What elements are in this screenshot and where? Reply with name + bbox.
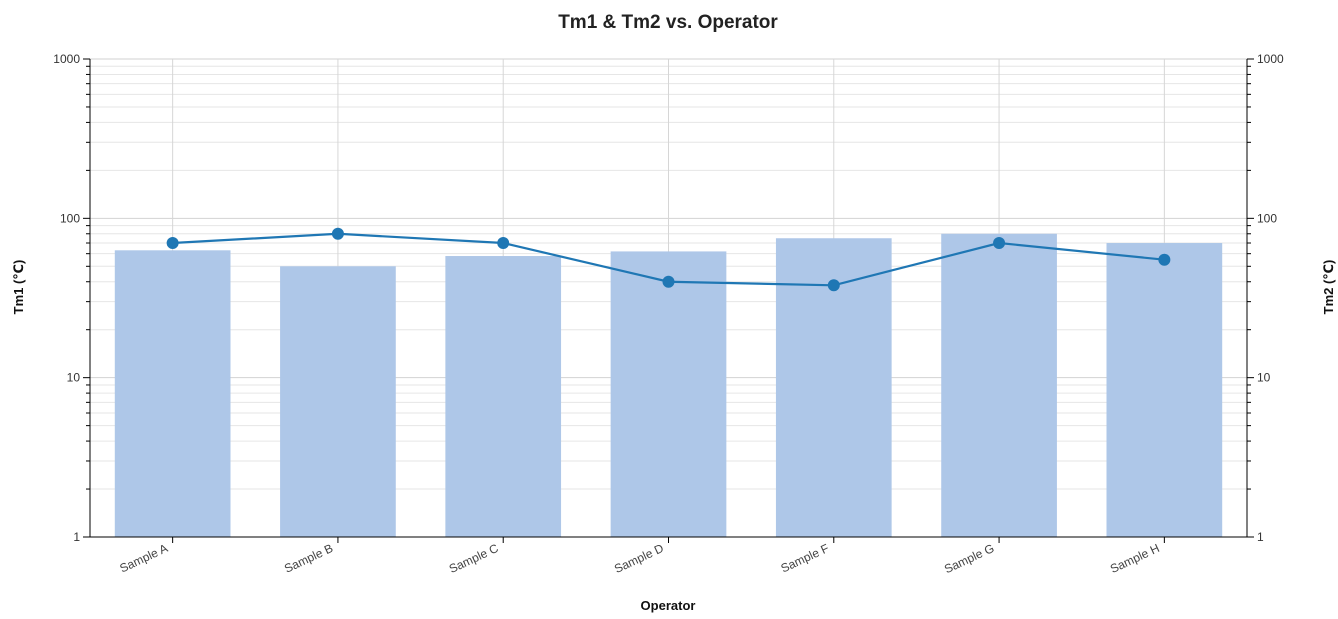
y-axis-title: Tm1 (℃) <box>11 260 26 315</box>
line-layer <box>166 227 1171 292</box>
bar <box>114 250 231 538</box>
x-tick-label: Sample F <box>779 541 831 575</box>
y2-axis-title: Tm2 (℃) <box>1321 260 1336 315</box>
y2-tick-label: 10 <box>1257 371 1271 385</box>
chart-title: Tm1 & Tm2 vs. Operator <box>558 12 778 33</box>
y2-tick-label: 100 <box>1257 211 1277 225</box>
line-point <box>497 237 510 250</box>
line-point <box>1158 253 1171 266</box>
x-tick-label: Sample C <box>447 541 501 576</box>
label-layer: Tm1 & Tm2 vs. Operator Operator Tm1 (℃) … <box>11 12 1336 613</box>
x-tick-label: Sample B <box>282 541 335 576</box>
x-tick-label: Sample H <box>1108 541 1162 576</box>
y-tick-label: 1000 <box>53 52 80 66</box>
y-tick-label: 1 <box>73 530 80 544</box>
bar <box>280 266 396 537</box>
y-tick-label: 100 <box>60 211 80 225</box>
line-point <box>827 279 840 292</box>
y2-tick-label: 1000 <box>1257 52 1284 66</box>
bar <box>610 251 727 537</box>
y-tick-label: 10 <box>67 371 81 385</box>
bar-layer <box>114 233 1223 538</box>
bar <box>941 233 1057 537</box>
line-point <box>662 275 675 288</box>
line-point <box>331 227 344 240</box>
x-tick-label: Sample A <box>117 541 169 575</box>
line-point <box>166 237 179 250</box>
line-point <box>993 237 1006 250</box>
x-tick-label: Sample D <box>612 541 666 576</box>
bar <box>445 256 562 537</box>
y2-tick-label: 1 <box>1257 530 1264 544</box>
x-tick-label: Sample G <box>942 541 996 576</box>
x-axis-title: Operator <box>641 598 696 613</box>
bar <box>1106 243 1223 537</box>
